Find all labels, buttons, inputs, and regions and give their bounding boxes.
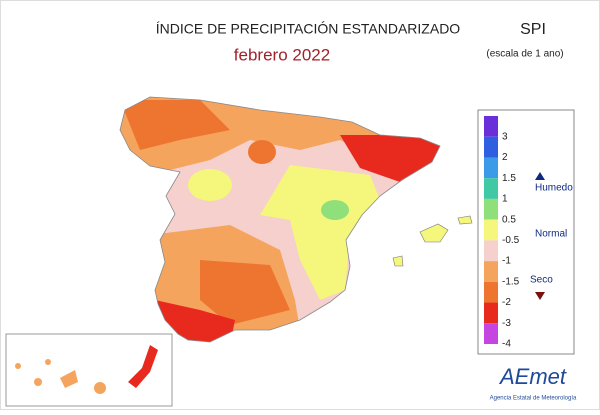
legend-swatch bbox=[484, 136, 498, 158]
legend-label: -4 bbox=[502, 339, 511, 350]
legend-label: 1 bbox=[502, 194, 508, 205]
logo-agency: Agencia Estatal de Meteorología bbox=[490, 396, 577, 402]
legend-swatch bbox=[484, 323, 498, 344]
island bbox=[45, 359, 51, 365]
dry-arrow bbox=[535, 292, 545, 300]
legend-swatch bbox=[484, 178, 498, 199]
dry-label: Seco bbox=[530, 275, 553, 286]
legend-swatch bbox=[484, 261, 498, 282]
legend-label: 2 bbox=[502, 152, 508, 163]
scale-note: (escala de 1 ano) bbox=[486, 49, 563, 60]
logo: AEmet bbox=[498, 364, 567, 389]
legend: 3 2 1.5 1 0.5 -0.5 -1 -1.5 -2 -3 -4 bbox=[484, 116, 520, 350]
legend-label: 0.5 bbox=[502, 214, 516, 225]
legend-label: -1 bbox=[502, 256, 511, 267]
legend-swatch bbox=[484, 116, 498, 137]
legend-swatch bbox=[484, 240, 498, 262]
island bbox=[419, 223, 449, 243]
legend-swatch bbox=[484, 219, 498, 241]
peninsula-map bbox=[120, 97, 440, 342]
island bbox=[457, 215, 473, 225]
wet-label: Humedo bbox=[535, 183, 573, 194]
island bbox=[34, 378, 42, 386]
legend-swatch bbox=[484, 281, 498, 303]
legend-label: -3 bbox=[502, 318, 511, 329]
index-name: SPI bbox=[520, 21, 546, 38]
legend-label: 1.5 bbox=[502, 173, 516, 184]
legend-swatch bbox=[484, 302, 498, 324]
legend-label: -1.5 bbox=[502, 276, 520, 287]
legend-swatch bbox=[484, 198, 498, 220]
island bbox=[60, 370, 78, 388]
normal-label: Normal bbox=[535, 229, 567, 240]
island bbox=[94, 382, 106, 394]
legend-label: 3 bbox=[502, 131, 508, 142]
canary-box bbox=[5, 333, 173, 407]
island bbox=[15, 363, 21, 369]
title: ÍNDICE DE PRECIPITACIÓN ESTANDARIZADO bbox=[156, 21, 461, 37]
legend-swatch bbox=[484, 157, 498, 179]
coastline bbox=[119, 96, 441, 343]
wet-arrow bbox=[535, 172, 545, 180]
island bbox=[128, 345, 158, 388]
legend-label: -0.5 bbox=[502, 235, 520, 246]
legend-label: -2 bbox=[502, 297, 511, 308]
island bbox=[392, 255, 404, 267]
subtitle: febrero 2022 bbox=[234, 45, 330, 64]
